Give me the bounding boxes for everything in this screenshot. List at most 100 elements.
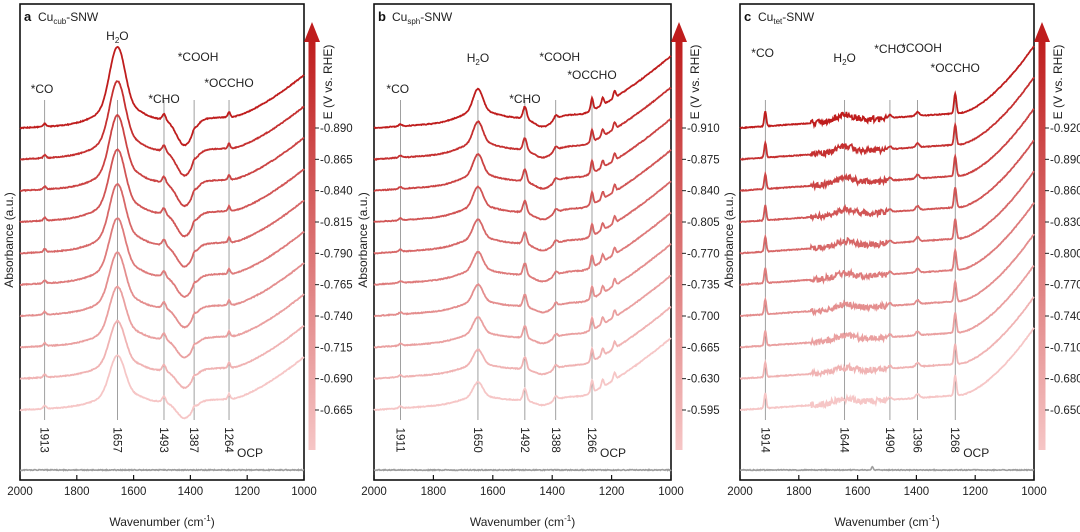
- species-label: *CO: [386, 82, 409, 96]
- panel-title: Cutet-SNW: [758, 10, 815, 26]
- panel-c: c Cutet-SNW OCP 1914 1644 1490 1396 1268 *CO H2O *…: [722, 3, 1080, 529]
- x-tick-label: 1600: [845, 486, 871, 498]
- species-label: *CHO: [148, 92, 179, 106]
- plot-frame: [19, 3, 305, 481]
- potential-label: -0.715: [320, 342, 353, 354]
- spectrum-line: [740, 76, 1035, 161]
- potential-colorbar: [675, 40, 683, 450]
- panel-title: Cusph-SNW: [392, 10, 453, 26]
- species-label: *OCCHO: [567, 68, 616, 82]
- potential-label: -0.860: [1050, 186, 1080, 198]
- y-axis-label: Absorbance (a.u.): [722, 192, 736, 287]
- x-tick-label: 1800: [64, 486, 90, 498]
- spectrum-line: [739, 170, 1035, 255]
- spectrum-line: [740, 233, 1035, 318]
- peak-position-label: 1266: [585, 427, 597, 453]
- x-tick-label: 1200: [599, 486, 625, 498]
- panel-letter: c: [744, 9, 751, 24]
- peak-position-label: 1388: [549, 427, 561, 453]
- spectrum-line: [373, 274, 672, 349]
- panel-letter: a: [24, 9, 32, 24]
- spectrum-line: [373, 117, 672, 192]
- panel-b: b Cusph-SNW OCP 1911 1650 1492 1388 1266 *CO H2O *…: [356, 3, 720, 529]
- spectrum-line: [373, 149, 672, 223]
- x-tick-label: 1000: [658, 486, 684, 498]
- arrow-head-icon: [1034, 22, 1050, 42]
- potential-label: -0.665: [320, 405, 353, 417]
- spectrum-line: [19, 148, 305, 238]
- potential-label: -0.735: [687, 280, 720, 292]
- panel-letter: b: [378, 9, 386, 24]
- potential-label: -0.680: [1050, 374, 1080, 386]
- potential-label: -0.740: [320, 311, 353, 323]
- ocp-line: [739, 465, 1035, 472]
- spectrum-line: [19, 251, 305, 329]
- potential-label: -0.595: [687, 405, 720, 417]
- spectrum-line: [19, 319, 305, 390]
- y-axis-label: Absorbance (a.u.): [2, 192, 16, 287]
- spectrum-line: [373, 337, 672, 412]
- spectrum-line: [373, 180, 672, 255]
- peak-position-label: 1650: [471, 427, 483, 453]
- potential-label: -0.890: [320, 123, 353, 135]
- ocp-label: OCP: [237, 446, 263, 460]
- potential-label: -0.740: [1050, 311, 1080, 323]
- potential-label: -0.765: [320, 280, 353, 292]
- species-label: *CHO: [874, 42, 905, 56]
- peak-position-label: 1264: [222, 427, 234, 453]
- spectrum-line: [739, 202, 1035, 286]
- peak-position-label: 1657: [110, 427, 122, 453]
- species-label: H2O: [833, 51, 855, 67]
- x-tick-label: 1600: [480, 486, 506, 498]
- potential-label: -0.890: [1050, 154, 1080, 166]
- x-tick-label: 1200: [962, 486, 988, 498]
- potential-label: -0.690: [320, 374, 353, 386]
- species-label: *COOH: [539, 50, 580, 64]
- potential-label: -0.790: [320, 248, 353, 260]
- species-label: *CO: [751, 46, 774, 60]
- x-tick-label: 1400: [539, 486, 565, 498]
- colorbar-label: E (V vs. RHE): [321, 45, 335, 120]
- x-tick-label: 1400: [904, 486, 930, 498]
- species-label: *COOH: [901, 41, 942, 55]
- species-label: H2O: [106, 29, 128, 45]
- arrow-head-icon: [671, 22, 687, 42]
- potential-label: -0.805: [687, 217, 720, 229]
- potential-label: -0.840: [687, 186, 720, 198]
- spectrum-line: [20, 80, 305, 178]
- arrow-head-icon: [304, 22, 320, 42]
- ocp-label: OCP: [600, 446, 626, 460]
- peak-position-label: 1490: [883, 427, 895, 453]
- y-axis-label: Absorbance (a.u.): [356, 192, 370, 287]
- peak-position-label: 1644: [838, 427, 850, 453]
- x-tick-label: 2000: [361, 486, 387, 498]
- species-label: *CO: [31, 82, 54, 96]
- potential-label: -0.710: [1050, 342, 1080, 354]
- spectrum-line: [739, 139, 1035, 224]
- potential-label: -0.800: [1050, 248, 1080, 260]
- spectrum-line: [19, 45, 305, 147]
- spectrum-line: [373, 86, 672, 161]
- potential-colorbar: [1038, 40, 1046, 450]
- peak-position-label: 1492: [518, 427, 530, 453]
- potential-label: -0.830: [1050, 217, 1080, 229]
- species-label: *OCCHO: [931, 61, 980, 75]
- x-axis-label: Wavenumber (cm-1): [834, 514, 939, 529]
- x-tick-label: 1400: [178, 486, 204, 498]
- peak-position-label: 1913: [38, 427, 50, 453]
- ocp-line: [373, 468, 672, 472]
- spectrum-line: [373, 211, 672, 286]
- spectrum-line: [19, 113, 305, 208]
- spectrum-line: [739, 264, 1035, 349]
- x-axis-label: Wavenumber (cm-1): [109, 514, 214, 529]
- potential-label: -0.630: [687, 374, 720, 386]
- peak-position-label: 1493: [157, 427, 169, 453]
- spectrum-line: [373, 242, 672, 318]
- peak-position-label: 1396: [911, 427, 923, 453]
- potential-label: -0.815: [320, 217, 353, 229]
- potential-label: -0.875: [687, 154, 720, 166]
- potential-label: -0.910: [687, 123, 720, 135]
- ocp-line: [20, 468, 305, 472]
- potential-colorbar: [308, 40, 316, 450]
